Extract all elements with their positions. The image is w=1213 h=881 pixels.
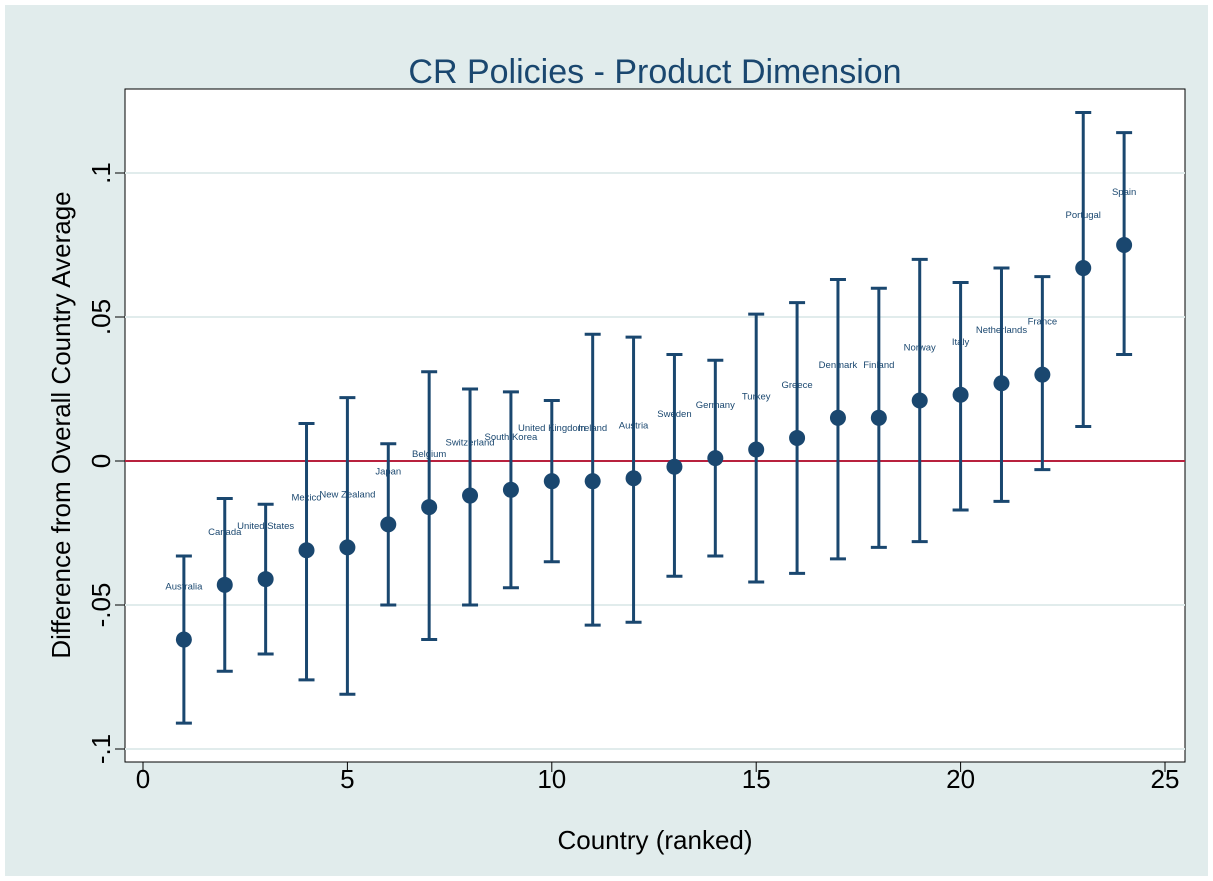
- point-label: Sweden: [657, 409, 691, 420]
- gridlines: [125, 172, 1185, 750]
- data-point: [1075, 260, 1092, 277]
- data-point: [666, 458, 683, 475]
- data-point: [175, 631, 192, 648]
- x-axis: 0 5 10 15 20 25: [136, 762, 1180, 794]
- point-label: Norway: [904, 343, 936, 354]
- y-tick-label: -.05: [86, 583, 116, 628]
- data-point: [829, 409, 846, 426]
- data-point: [216, 576, 233, 593]
- data-point: [911, 392, 928, 409]
- data-point: [1034, 366, 1051, 383]
- chart-title: CR Policies - Product Dimension: [408, 53, 901, 91]
- x-tick-label: 5: [340, 764, 354, 794]
- plot-area: [124, 88, 1186, 763]
- y-tick-label: 0: [86, 454, 116, 468]
- point-label: Canada: [208, 527, 242, 538]
- data-point: [952, 386, 969, 403]
- point-label: Turkey: [742, 391, 771, 402]
- x-axis-title: Country (ranked): [557, 825, 752, 855]
- point-label: Netherlands: [976, 325, 1027, 336]
- data-point: [502, 481, 519, 498]
- point-label: Austria: [619, 420, 649, 431]
- data-point: [870, 409, 887, 426]
- y-axis-title: Difference from Overall Country Average: [46, 191, 76, 658]
- point-label: Greece: [782, 380, 813, 391]
- point-label: Switzerland: [445, 438, 494, 449]
- point-label: Ireland: [578, 423, 607, 434]
- data-point: [543, 473, 560, 490]
- data-point: [789, 429, 806, 446]
- point-label: Finland: [863, 360, 894, 371]
- point-label: New Zealand: [319, 489, 375, 500]
- x-tick-label: 10: [537, 764, 566, 794]
- data-points: [175, 237, 1133, 648]
- data-point: [707, 450, 724, 467]
- point-label: Australia: [165, 582, 203, 593]
- point-label: United States: [237, 521, 294, 532]
- x-tick-label: 15: [742, 764, 771, 794]
- point-label: France: [1028, 317, 1058, 328]
- point-label: Spain: [1112, 187, 1136, 198]
- x-tick-label: 20: [946, 764, 975, 794]
- chart: CR Policies - Product Dimension Australi…: [46, 53, 1186, 855]
- point-label: United Kingdom: [518, 423, 586, 434]
- data-point: [993, 375, 1010, 392]
- y-tick-label: .05: [86, 299, 116, 335]
- x-tick-label: 0: [136, 764, 150, 794]
- data-point: [584, 473, 601, 490]
- point-label: South Korea: [485, 432, 539, 443]
- y-axis: -.1 -.05 0 .05 .1: [86, 162, 125, 764]
- point-label: Mexico: [291, 492, 321, 503]
- data-point: [257, 571, 274, 588]
- point-label: Denmark: [819, 360, 858, 371]
- data-point: [748, 441, 765, 458]
- point-label: Germany: [696, 400, 735, 411]
- x-tick-label: 25: [1151, 764, 1180, 794]
- data-point: [380, 516, 397, 533]
- point-label: Italy: [952, 337, 970, 348]
- data-point: [1116, 237, 1133, 253]
- point-label: Portugal: [1066, 210, 1101, 221]
- point-label: Japan: [375, 466, 401, 477]
- data-point: [462, 487, 479, 504]
- data-point: [298, 542, 315, 559]
- y-tick-label: .1: [86, 162, 116, 184]
- data-point: [421, 499, 438, 516]
- data-point: [339, 539, 356, 556]
- y-tick-label: -.1: [86, 734, 116, 764]
- point-label: Belgium: [412, 449, 446, 460]
- chart-frame: CR Policies - Product Dimension Australi…: [5, 5, 1208, 876]
- data-point: [625, 470, 642, 487]
